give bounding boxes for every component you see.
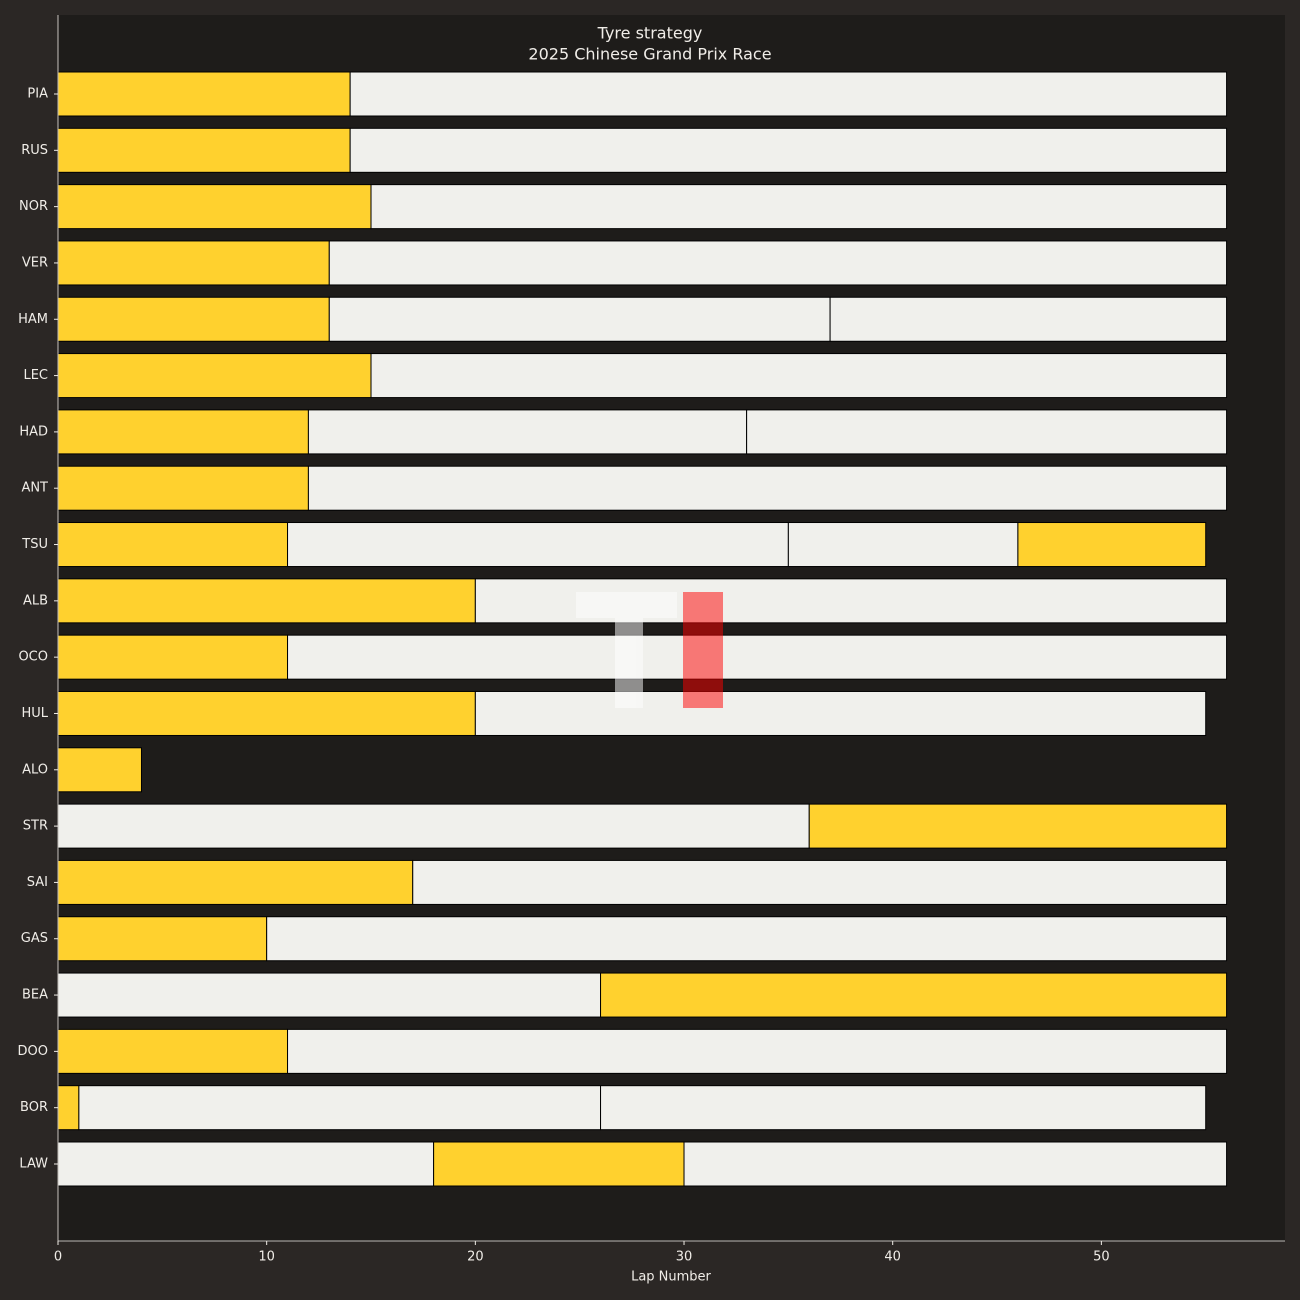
stint-bar	[1017, 522, 1207, 568]
stint-bar	[600, 1085, 1207, 1131]
y-tick-label: LAW	[19, 1157, 48, 1172]
stint-bar	[57, 296, 330, 342]
y-tick-label: DOO	[18, 1044, 48, 1059]
watermark-stem	[615, 618, 643, 708]
stint-bar	[57, 465, 309, 511]
stint-bar	[57, 803, 810, 849]
stint-bar	[57, 353, 372, 399]
stint-bar	[57, 747, 142, 793]
stint-bar	[787, 522, 1019, 568]
stint-bar	[370, 353, 1228, 399]
stint-bar	[287, 634, 1228, 680]
stint-bar	[328, 240, 1228, 286]
y-tick-label: STR	[23, 819, 48, 834]
y-tick-label: ANT	[21, 481, 48, 496]
x-tick-label: 30	[676, 1250, 693, 1265]
stint-bar	[57, 240, 330, 286]
stint-bar	[808, 803, 1228, 849]
x-tick-label: 50	[1093, 1250, 1110, 1265]
y-tick-label: SAI	[27, 875, 48, 890]
stint-bar	[57, 522, 289, 568]
stint-bar	[57, 127, 351, 173]
stint-bar	[328, 296, 831, 342]
y-tick-label: HAD	[19, 424, 48, 439]
y-tick-label: HAM	[18, 312, 48, 327]
watermark-bar	[576, 592, 677, 618]
watermark	[576, 592, 723, 708]
stint-bar	[57, 916, 268, 962]
y-tick-label: PIA	[27, 87, 48, 102]
y-tick-label: LEC	[23, 368, 48, 383]
y-tick-label: BEA	[22, 988, 48, 1003]
x-tick-label: 10	[258, 1250, 275, 1265]
stint-bar	[57, 972, 602, 1018]
stint-bar	[287, 1028, 1228, 1074]
stint-bar	[829, 296, 1228, 342]
x-tick-label: 40	[884, 1250, 901, 1265]
stint-bar	[683, 1141, 1228, 1187]
stint-bar	[57, 1085, 80, 1131]
stint-bar	[57, 409, 309, 455]
y-tick-label: ALO	[22, 762, 48, 777]
stint-bar	[266, 916, 1228, 962]
stint-bar	[57, 71, 351, 117]
x-tick-label: 0	[54, 1250, 62, 1265]
stint-bar	[287, 522, 789, 568]
stint-bar	[433, 1141, 685, 1187]
stint-bar	[57, 1028, 289, 1074]
stint-bar	[412, 859, 1228, 905]
stint-bar	[307, 409, 748, 455]
stint-bar	[746, 409, 1228, 455]
stint-bar	[307, 465, 1228, 511]
watermark-one	[683, 592, 723, 708]
y-tick-label: GAS	[21, 931, 48, 946]
stint-bar	[57, 578, 476, 624]
y-tick-label: RUS	[21, 143, 48, 158]
y-tick-label: VER	[22, 255, 48, 270]
stint-bar	[370, 184, 1228, 230]
y-tick-label: ALB	[23, 593, 48, 608]
y-tick-label: TSU	[21, 537, 48, 552]
x-axis-label: Lap Number	[631, 1270, 711, 1285]
stint-bar	[78, 1085, 602, 1131]
stint-bar	[474, 690, 1207, 736]
stint-bar	[57, 859, 414, 905]
chart-title: Tyre strategy	[597, 24, 703, 43]
chart-subtitle: 2025 Chinese Grand Prix Race	[528, 45, 771, 64]
stint-bar	[349, 71, 1228, 117]
stint-bar	[57, 634, 289, 680]
y-tick-label: OCO	[18, 650, 48, 665]
stint-bar	[600, 972, 1228, 1018]
stint-bar	[57, 1141, 435, 1187]
stint-bar	[349, 127, 1228, 173]
y-tick-label: NOR	[19, 199, 48, 214]
stint-bar	[57, 184, 372, 230]
x-tick-label: 20	[467, 1250, 484, 1265]
y-tick-label: HUL	[21, 706, 48, 721]
stint-bar	[57, 690, 476, 736]
y-tick-label: BOR	[20, 1100, 48, 1115]
